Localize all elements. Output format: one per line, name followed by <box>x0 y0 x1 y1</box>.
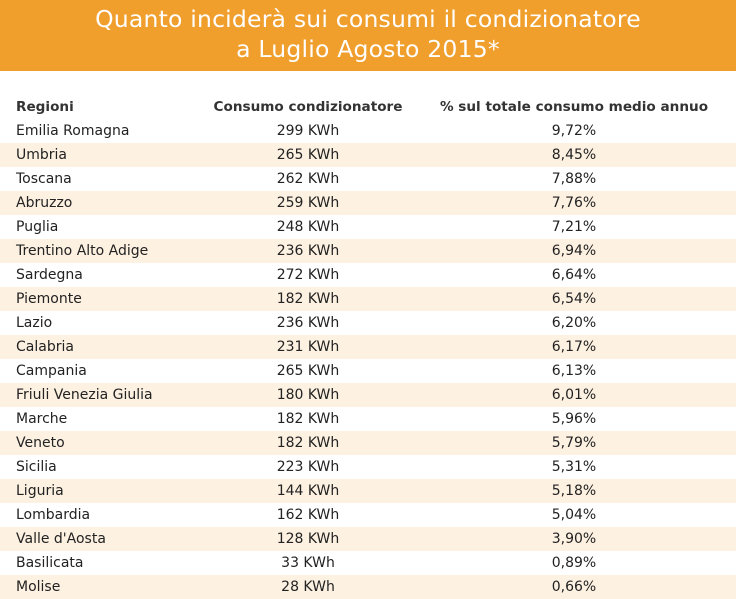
cell-regione: Emilia Romagna <box>16 123 130 139</box>
cell-percentuale: 6,13% <box>551 363 597 379</box>
cell-consumo: 262 KWh <box>276 171 340 187</box>
table-body: Emilia Romagna 299 KWh 9,72% Umbria 265 KWh 8… <box>0 119 736 599</box>
cell-regione: Calabria <box>16 339 74 355</box>
table-row: Calabria 231 KWh 6,17% <box>0 335 736 359</box>
cell-consumo: 236 KWh <box>276 243 340 259</box>
table-header-row: Regioni Consumo condizionatore % sul tot… <box>0 95 736 119</box>
table-row: Molise 28 KWh 0,66% <box>0 575 736 599</box>
table-row: Valle d'Aosta 128 KWh 3,90% <box>0 527 736 551</box>
cell-percentuale: 7,76% <box>551 195 597 211</box>
cell-consumo: 128 KWh <box>276 531 340 547</box>
cell-consumo: 182 KWh <box>276 435 340 451</box>
cell-consumo: 272 KWh <box>276 267 340 283</box>
cell-percentuale: 5,96% <box>551 411 597 427</box>
cell-consumo: 182 KWh <box>276 411 340 427</box>
cell-regione: Umbria <box>16 147 67 163</box>
cell-regione: Molise <box>16 579 61 595</box>
cell-regione: Lombardia <box>16 507 91 523</box>
cell-consumo: 33 KWh <box>281 555 335 571</box>
cell-percentuale: 6,54% <box>551 291 597 307</box>
cell-percentuale: 5,79% <box>551 435 597 451</box>
cell-percentuale: 6,64% <box>551 267 597 283</box>
cell-consumo: 231 KWh <box>276 339 340 355</box>
table-row: Campania 265 KWh 6,13% <box>0 359 736 383</box>
cell-regione: Veneto <box>16 435 65 451</box>
title-line-2: a Luglio Agosto 2015* <box>236 35 500 63</box>
cell-regione: Trentino Alto Adige <box>16 243 149 259</box>
cell-regione: Puglia <box>16 219 59 235</box>
cell-percentuale: 6,01% <box>551 387 597 403</box>
table-row: Veneto 182 KWh 5,79% <box>0 431 736 455</box>
table-row: Basilicata 33 KWh 0,89% <box>0 551 736 575</box>
table-row: Friuli Venezia Giulia 180 KWh 6,01% <box>0 383 736 407</box>
cell-consumo: 182 KWh <box>276 291 340 307</box>
cell-consumo: 299 KWh <box>276 123 340 139</box>
cell-consumo: 162 KWh <box>276 507 340 523</box>
cell-percentuale: 0,66% <box>551 579 597 595</box>
cell-percentuale: 5,04% <box>551 507 597 523</box>
cell-regione: Valle d'Aosta <box>16 531 106 547</box>
data-table: Regioni Consumo condizionatore % sul tot… <box>0 95 736 599</box>
table-row: Abruzzo 259 KWh 7,76% <box>0 191 736 215</box>
cell-consumo: 265 KWh <box>276 147 340 163</box>
cell-regione: Friuli Venezia Giulia <box>16 387 153 403</box>
table-row: Liguria 144 KWh 5,18% <box>0 479 736 503</box>
cell-regione: Sardegna <box>16 267 83 283</box>
table-row: Piemonte 182 KWh 6,54% <box>0 287 736 311</box>
cell-consumo: 265 KWh <box>276 363 340 379</box>
title-line-1: Quanto inciderà sui consumi il condizion… <box>95 5 641 33</box>
table-row: Lazio 236 KWh 6,20% <box>0 311 736 335</box>
cell-percentuale: 0,89% <box>551 555 597 571</box>
table-row: Lombardia 162 KWh 5,04% <box>0 503 736 527</box>
cell-percentuale: 6,17% <box>551 339 597 355</box>
cell-percentuale: 5,18% <box>551 483 597 499</box>
table-row: Sardegna 272 KWh 6,64% <box>0 263 736 287</box>
cell-regione: Piemonte <box>16 291 82 307</box>
cell-regione: Abruzzo <box>16 195 73 211</box>
cell-regione: Basilicata <box>16 555 84 571</box>
cell-regione: Campania <box>16 363 87 379</box>
table-row: Trentino Alto Adige 236 KWh 6,94% <box>0 239 736 263</box>
cell-regione: Sicilia <box>16 459 57 475</box>
cell-regione: Lazio <box>16 315 53 331</box>
cell-consumo: 223 KWh <box>276 459 340 475</box>
cell-consumo: 180 KWh <box>276 387 340 403</box>
cell-percentuale: 6,20% <box>551 315 597 331</box>
cell-regione: Toscana <box>16 171 72 187</box>
cell-percentuale: 9,72% <box>551 123 597 139</box>
table-row: Puglia 248 KWh 7,21% <box>0 215 736 239</box>
table-row: Toscana 262 KWh 7,88% <box>0 167 736 191</box>
cell-percentuale: 5,31% <box>551 459 597 475</box>
column-header-percentuale: % sul totale consumo medio annuo <box>439 99 709 115</box>
cell-percentuale: 6,94% <box>551 243 597 259</box>
cell-percentuale: 7,21% <box>551 219 597 235</box>
table-row: Marche 182 KWh 5,96% <box>0 407 736 431</box>
chart-header: Quanto inciderà sui consumi il condizion… <box>0 0 736 71</box>
cell-regione: Marche <box>16 411 68 427</box>
table-row: Emilia Romagna 299 KWh 9,72% <box>0 119 736 143</box>
cell-percentuale: 8,45% <box>551 147 597 163</box>
cell-consumo: 248 KWh <box>276 219 340 235</box>
column-header-regioni: Regioni <box>16 99 74 115</box>
table-row: Sicilia 223 KWh 5,31% <box>0 455 736 479</box>
cell-percentuale: 3,90% <box>551 531 597 547</box>
cell-consumo: 236 KWh <box>276 315 340 331</box>
cell-consumo: 259 KWh <box>276 195 340 211</box>
cell-percentuale: 7,88% <box>551 171 597 187</box>
table-row: Umbria 265 KWh 8,45% <box>0 143 736 167</box>
cell-regione: Liguria <box>16 483 64 499</box>
cell-consumo: 28 KWh <box>281 579 335 595</box>
cell-consumo: 144 KWh <box>276 483 340 499</box>
column-header-consumo: Consumo condizionatore <box>213 99 403 115</box>
